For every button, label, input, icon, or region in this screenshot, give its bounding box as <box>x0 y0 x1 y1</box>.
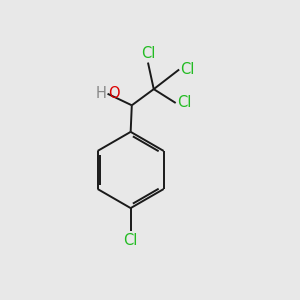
Text: Cl: Cl <box>180 61 195 76</box>
Text: H: H <box>95 86 106 101</box>
Text: Cl: Cl <box>177 95 191 110</box>
Text: O: O <box>108 86 120 101</box>
Text: Cl: Cl <box>141 46 155 61</box>
Text: Cl: Cl <box>124 233 138 248</box>
